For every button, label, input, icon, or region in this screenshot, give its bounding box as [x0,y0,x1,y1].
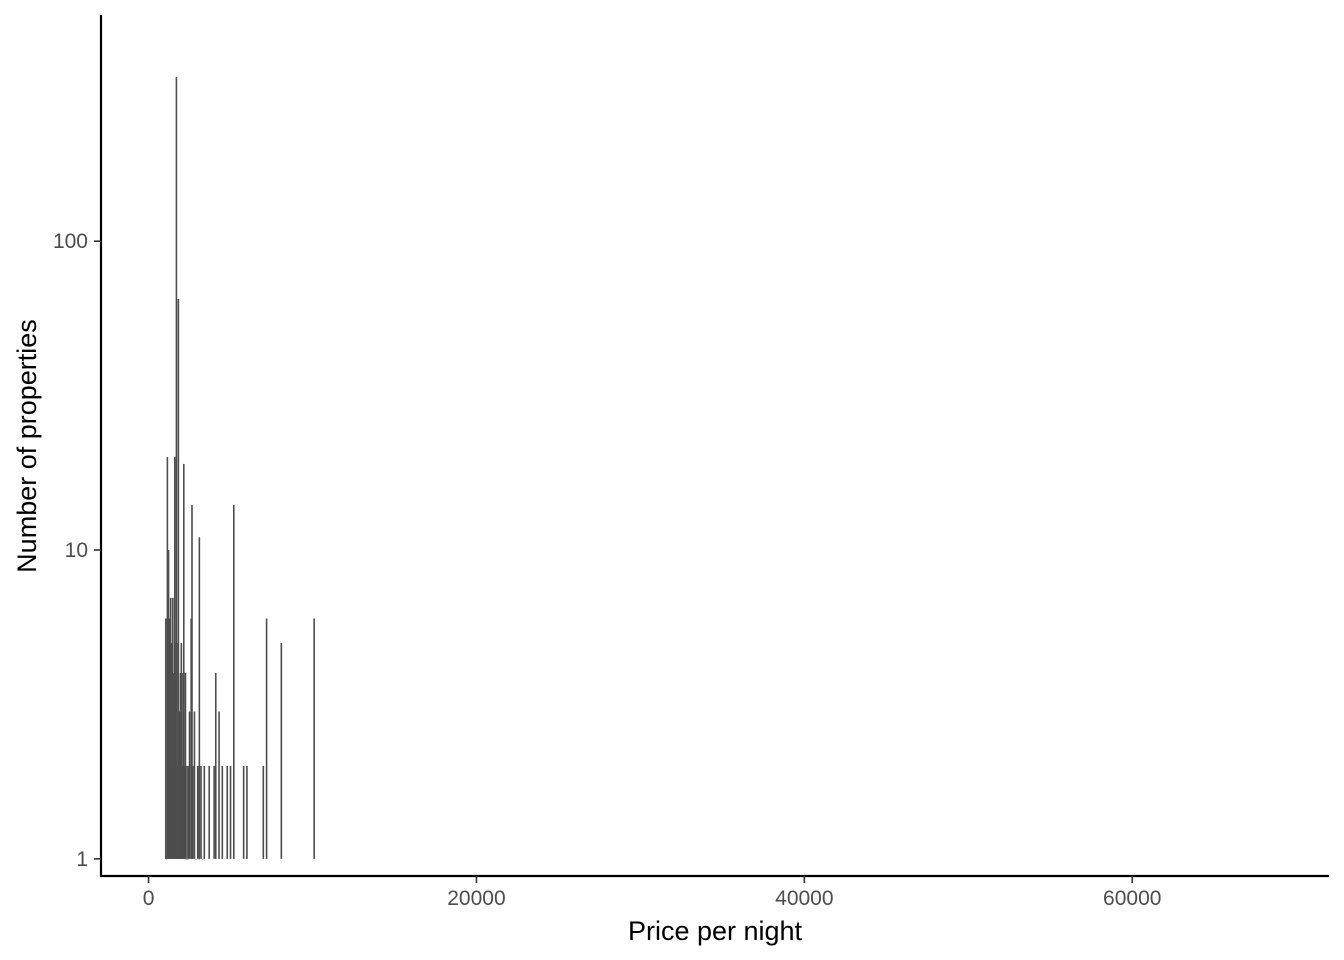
axes-layer [99,15,1329,878]
histogram-bar [177,298,180,859]
y-axis-title: Number of properties [12,319,42,573]
histogram-bar [191,504,193,859]
histogram-bar [218,711,220,859]
histogram-bar [181,765,183,859]
y-tick-label: 1 [76,848,88,871]
histogram-bar [187,858,189,860]
histogram-bar [192,765,194,859]
histogram-bar [173,457,176,859]
x-tick-label: 0 [143,887,155,910]
histogram-bar [183,463,185,859]
histogram-bar [182,672,184,859]
histogram-bar [184,672,187,859]
histogram-bar [175,77,178,859]
histogram-bar [280,642,283,859]
histogram-bar [246,765,248,859]
histogram-bar [196,765,199,859]
histogram-bar [262,765,265,859]
histogram-bar [170,642,173,859]
histogram-bar [265,618,268,859]
histogram-bar [226,765,229,859]
histogram-bar [198,537,201,859]
histogram-bar [174,672,177,859]
x-tick-label: 40000 [775,887,833,910]
y-tick-label: 100 [53,230,88,253]
histogram-bar [208,765,211,859]
histogram-bar [195,858,197,860]
histogram-bar [187,765,190,859]
histogram-bar [214,672,217,859]
x-axis-title: Price per night [628,916,803,946]
histogram-bar [185,858,188,860]
x-tick-label: 60000 [1103,887,1161,910]
histogram-bar [221,765,224,859]
histogram-bar [183,765,186,859]
histogram-bar [198,858,201,860]
histogram-bar [176,765,179,859]
y-ticks-layer: 1 10 100 [53,230,101,871]
histogram-bar [242,765,245,859]
histogram-bar [193,711,196,859]
histogram-bar [178,711,181,859]
histogram-bar [188,711,191,859]
x-ticks-layer: 0 20000 40000 60000 [143,876,1161,910]
histogram-bar [190,618,192,859]
y-tick-label: 10 [65,539,88,562]
histogram-bar [165,858,168,860]
bars-layer [164,77,315,860]
histogram-bar [233,504,235,859]
histogram-bar [186,765,188,859]
histogram-bar [213,765,215,859]
histogram-bar [180,642,183,859]
histogram-bar [203,765,206,859]
histogram-bar [179,672,182,859]
histogram-bar [200,765,202,859]
histogram-bar [229,765,232,859]
histogram-bar [164,618,167,859]
histogram-bar [201,858,204,860]
histogram-bar [313,618,315,859]
x-tick-label: 20000 [447,887,505,910]
histogram-bar [169,597,172,859]
